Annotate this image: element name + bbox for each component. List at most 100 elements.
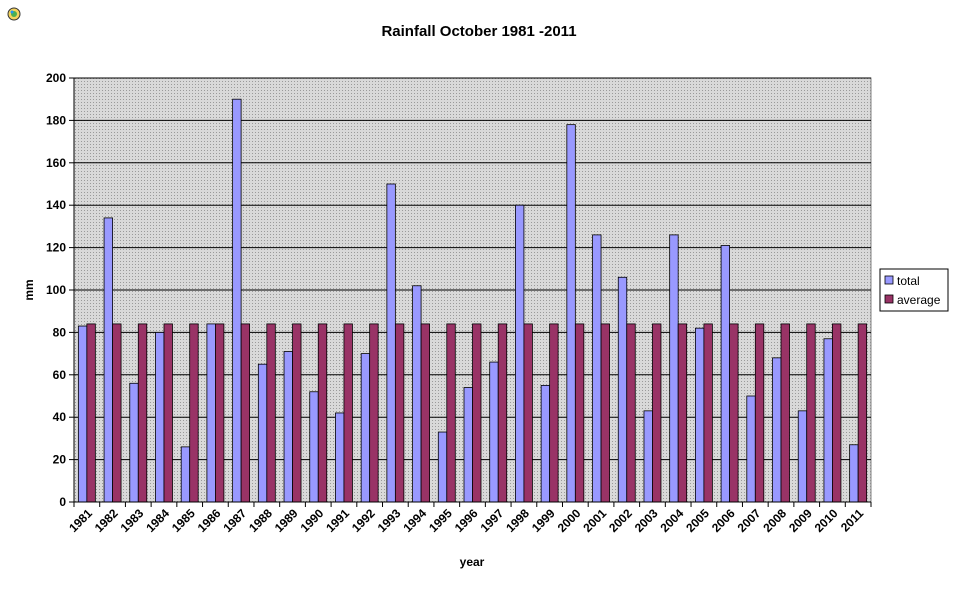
x-tick-label: 2003 [632,506,661,535]
y-axis: 0 20 40 60 80 100 120 140 160 180 200 [46,71,75,509]
bar-total-1986 [206,323,216,503]
bars [77,98,868,503]
bar-total-2004 [669,234,679,503]
y-tick-label: 180 [46,113,66,127]
bar-average-1998 [523,323,533,503]
bar-average-1990 [317,323,328,503]
x-tick-label: 1996 [452,506,481,535]
bar-average-2001 [600,323,610,503]
x-tick-label: 1990 [298,506,327,535]
bar-total-1995 [437,431,448,503]
bar-average-1988 [266,323,276,503]
x-tick-label: 1999 [529,506,558,535]
y-tick-label: 60 [53,368,67,382]
y-tick-label: 40 [53,410,67,424]
bar-average-1983 [137,323,148,503]
bar-average-1984 [163,323,173,503]
bar-average-1995 [446,323,456,503]
x-tick-label: 2001 [580,506,609,535]
bar-total-1998 [515,204,525,503]
x-tick-label: 1993 [375,506,404,535]
bar-total-1992 [360,353,371,503]
x-tick-label: 1981 [66,506,95,535]
x-tick-label: 1997 [478,506,507,535]
bar-total-1990 [309,391,319,503]
bar-total-2008 [772,357,782,503]
bar-average-1986 [215,323,225,503]
bar-average-2010 [832,323,842,503]
y-axis-title: mm [22,279,36,300]
bar-average-2005 [703,323,713,503]
y-tick-label: 200 [46,71,66,85]
bar-average-1981 [86,323,96,503]
bar-average-2011 [857,323,868,503]
y-tick-label: 20 [53,453,67,467]
bar-total-1988 [257,363,268,503]
y-tick-label: 120 [46,241,66,255]
y-tick-label: 100 [46,283,66,297]
y-tick-label: 80 [53,325,67,339]
x-tick-label: 1998 [503,506,532,535]
x-tick-label: 1988 [246,506,275,535]
x-tick-label: 1982 [92,506,121,535]
bar-total-2006 [720,245,730,503]
bar-average-1993 [394,323,405,503]
x-axis-title: year [460,555,485,569]
x-tick-label: 1989 [272,506,301,535]
bar-average-2003 [652,323,662,503]
bar-average-1999 [549,323,559,503]
y-tick-label: 140 [46,198,66,212]
x-tick-label: 2009 [786,506,815,535]
bar-total-1991 [335,412,345,503]
bar-total-2007 [746,395,756,503]
legend-label-average: average [897,293,941,307]
bar-total-1984 [155,331,165,503]
legend-label-total: total [897,274,920,288]
bar-total-2000 [566,124,576,503]
legend-swatch-average [884,294,894,304]
x-tick-label: 1992 [349,506,378,535]
bar-average-1982 [112,323,122,503]
y-tick-label: 0 [59,495,66,509]
bar-average-1987 [240,323,251,503]
bar-average-1994 [420,323,430,503]
bar-total-1981 [77,325,88,503]
legend: total average [879,268,949,312]
x-tick-label: 1995 [426,506,455,535]
x-tick-label: 1984 [143,506,172,535]
bar-average-2000 [574,323,585,503]
bar-total-1987 [232,98,242,503]
app-icon [7,7,21,21]
y-tick-label: 160 [46,156,66,170]
bar-average-1992 [369,323,379,503]
x-tick-label: 2010 [812,506,841,535]
bar-average-1989 [292,323,302,503]
bar-total-1982 [103,217,113,503]
bar-average-2004 [677,323,688,503]
bar-total-2001 [592,234,602,503]
bar-average-1985 [189,323,199,503]
bar-total-1985 [180,446,191,503]
bar-average-2002 [626,323,636,503]
bar-average-1991 [343,323,353,503]
chart-title: Rainfall October 1981 -2011 [381,23,576,40]
bar-total-1996 [463,387,473,503]
x-tick-label: 1986 [195,506,224,535]
bar-average-2008 [780,323,790,503]
bar-total-1993 [386,183,396,503]
bar-total-1983 [129,382,139,503]
bar-total-2005 [694,327,705,503]
bar-total-2002 [617,276,628,503]
x-axis: 1981198219831984198519861987198819891990… [66,501,872,535]
x-tick-label: 1983 [118,506,147,535]
x-tick-label: 2011 [838,506,867,535]
bar-total-1997 [489,361,499,503]
bar-total-2011 [849,444,859,503]
x-tick-label: 2008 [760,506,789,535]
x-tick-label: 1985 [169,506,198,535]
x-tick-label: 2004 [658,506,687,535]
bar-average-2007 [754,323,765,503]
bar-average-1997 [497,323,508,503]
bar-total-2010 [823,338,833,503]
